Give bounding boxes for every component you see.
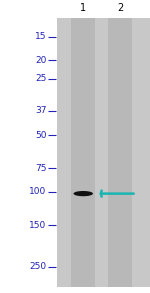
Bar — [71, 18, 95, 287]
Text: 15: 15 — [35, 32, 46, 41]
Text: 25: 25 — [35, 74, 46, 83]
Text: 1: 1 — [80, 3, 86, 13]
Text: 37: 37 — [35, 106, 46, 115]
Text: 75: 75 — [35, 164, 46, 173]
Bar — [108, 18, 132, 287]
Text: 150: 150 — [29, 221, 46, 230]
Text: 2: 2 — [117, 3, 123, 13]
Text: 100: 100 — [29, 188, 46, 197]
Bar — [57, 18, 150, 287]
Ellipse shape — [74, 191, 93, 196]
Text: 20: 20 — [35, 56, 46, 65]
Text: 250: 250 — [29, 263, 46, 271]
Text: 50: 50 — [35, 131, 46, 140]
